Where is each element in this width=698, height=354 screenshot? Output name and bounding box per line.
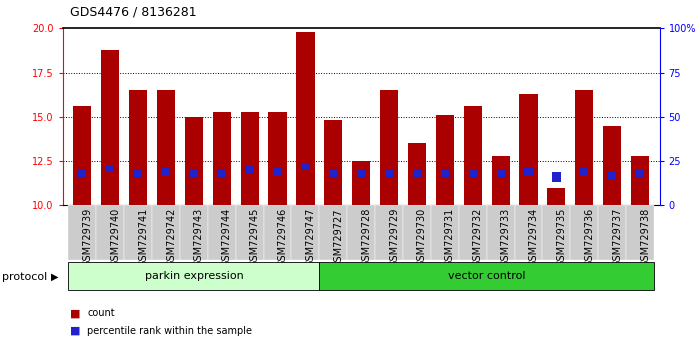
Text: protocol: protocol	[2, 272, 47, 282]
Bar	[152, 205, 180, 260]
Bar	[292, 205, 320, 260]
Text: GSM729729: GSM729729	[389, 208, 399, 267]
Bar	[603, 126, 621, 205]
Bar	[348, 205, 375, 260]
Bar	[185, 117, 203, 205]
Bar	[297, 32, 315, 205]
Bar	[352, 161, 370, 205]
Bar	[124, 205, 152, 260]
Text: ■: ■	[70, 308, 80, 318]
Text: GSM729746: GSM729746	[278, 208, 288, 267]
Bar	[408, 143, 426, 205]
Text: GSM729733: GSM729733	[500, 208, 511, 267]
Text: GSM729738: GSM729738	[640, 208, 650, 267]
Bar	[246, 166, 254, 173]
Bar	[524, 168, 533, 175]
Bar	[626, 205, 654, 260]
Bar	[598, 205, 626, 260]
Text: GSM729740: GSM729740	[110, 208, 120, 267]
Text: ■: ■	[70, 326, 80, 336]
Text: GSM729744: GSM729744	[222, 208, 232, 267]
Bar	[496, 170, 505, 177]
Bar	[264, 205, 292, 260]
Text: GSM729730: GSM729730	[417, 208, 427, 267]
Text: GSM729743: GSM729743	[194, 208, 204, 267]
Bar	[580, 168, 588, 175]
Bar	[575, 90, 593, 205]
Text: GSM729732: GSM729732	[473, 208, 483, 267]
Bar	[129, 90, 147, 205]
Text: GSM729741: GSM729741	[138, 208, 148, 267]
Bar	[269, 112, 287, 205]
Text: percentile rank within the sample: percentile rank within the sample	[87, 326, 252, 336]
Bar	[463, 106, 482, 205]
Bar	[436, 115, 454, 205]
Bar	[73, 106, 91, 205]
Text: GSM729728: GSM729728	[362, 208, 371, 267]
Bar	[68, 205, 96, 260]
Bar	[441, 170, 449, 177]
Bar	[320, 205, 348, 260]
Bar	[403, 205, 431, 260]
Bar	[241, 112, 259, 205]
Bar	[570, 205, 598, 260]
Text: GSM729742: GSM729742	[166, 208, 176, 267]
Text: GSM729736: GSM729736	[584, 208, 594, 267]
Text: GSM729734: GSM729734	[528, 208, 539, 267]
Bar	[459, 205, 487, 260]
Bar	[468, 170, 477, 177]
Bar	[236, 205, 264, 260]
Text: vector control: vector control	[448, 271, 526, 281]
Bar	[101, 50, 119, 205]
Bar	[413, 170, 421, 177]
Bar	[636, 170, 644, 177]
Bar	[547, 188, 565, 205]
Bar	[213, 112, 231, 205]
Bar	[519, 94, 537, 205]
Bar	[106, 165, 114, 172]
Text: GSM729727: GSM729727	[334, 208, 343, 268]
Bar	[375, 205, 403, 260]
Bar	[329, 170, 337, 177]
Bar	[542, 205, 570, 260]
Bar	[218, 170, 226, 177]
Bar	[385, 170, 393, 177]
Bar	[162, 168, 170, 175]
Bar	[552, 172, 560, 182]
Bar	[180, 205, 208, 260]
Text: ▶: ▶	[51, 272, 59, 282]
Text: GSM729745: GSM729745	[250, 208, 260, 267]
Bar	[491, 156, 510, 205]
Bar	[68, 262, 320, 290]
Text: GSM729731: GSM729731	[445, 208, 455, 267]
Bar	[320, 262, 654, 290]
Bar	[380, 90, 398, 205]
Text: GSM729747: GSM729747	[306, 208, 315, 267]
Bar	[514, 205, 542, 260]
Bar	[96, 205, 124, 260]
Text: GSM729737: GSM729737	[612, 208, 622, 267]
Bar	[157, 90, 175, 205]
Text: count: count	[87, 308, 115, 318]
Bar	[208, 205, 236, 260]
Text: parkin expression: parkin expression	[144, 271, 244, 281]
Bar	[134, 170, 142, 177]
Bar	[302, 163, 309, 170]
Bar	[78, 170, 87, 177]
Bar	[325, 120, 343, 205]
Bar	[631, 156, 649, 205]
Text: GDS4476 / 8136281: GDS4476 / 8136281	[70, 5, 196, 18]
Bar	[431, 205, 459, 260]
Bar	[487, 205, 514, 260]
Bar	[190, 170, 198, 177]
Bar	[357, 170, 365, 177]
Text: GSM729735: GSM729735	[556, 208, 566, 267]
Bar	[274, 168, 281, 175]
Text: GSM729739: GSM729739	[82, 208, 92, 267]
Bar	[608, 172, 616, 179]
